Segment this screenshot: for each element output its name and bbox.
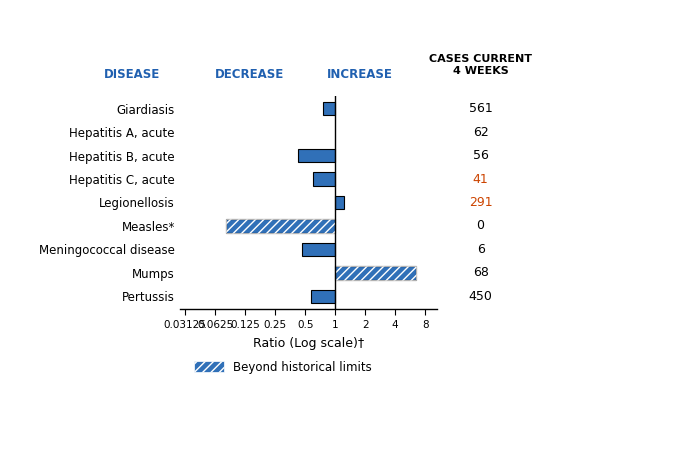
Text: CASES CURRENT
4 WEEKS: CASES CURRENT 4 WEEKS — [429, 54, 532, 77]
X-axis label: Ratio (Log scale)†: Ratio (Log scale)† — [253, 336, 364, 350]
Text: 6: 6 — [477, 243, 484, 256]
Text: 41: 41 — [473, 173, 488, 185]
Bar — [323, 102, 335, 115]
Text: DECREASE: DECREASE — [215, 68, 284, 81]
Text: INCREASE: INCREASE — [327, 68, 393, 81]
Bar — [297, 149, 335, 162]
Text: 291: 291 — [469, 196, 492, 209]
Text: 450: 450 — [469, 290, 492, 303]
Bar — [311, 290, 335, 303]
Bar — [335, 266, 416, 280]
Text: DISEASE: DISEASE — [104, 68, 160, 81]
Text: 68: 68 — [473, 267, 488, 279]
Bar — [226, 219, 335, 233]
Text: 0: 0 — [477, 220, 485, 232]
Bar — [335, 266, 416, 280]
Bar — [335, 196, 344, 209]
Bar — [226, 219, 335, 233]
Text: 56: 56 — [473, 149, 488, 162]
Bar — [303, 243, 335, 256]
Legend: Beyond historical limits: Beyond historical limits — [194, 361, 372, 374]
Text: 62: 62 — [473, 125, 488, 138]
Bar — [313, 172, 335, 186]
Text: 561: 561 — [469, 102, 492, 115]
